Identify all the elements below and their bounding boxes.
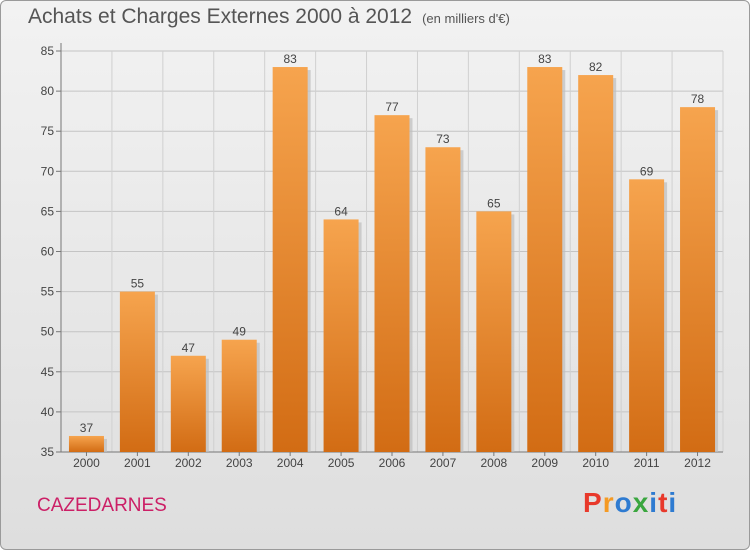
bar-value-label: 83 bbox=[283, 52, 297, 66]
bar-value-label: 65 bbox=[487, 196, 501, 210]
x-tick-label: 2009 bbox=[531, 456, 558, 470]
bar-value-label: 47 bbox=[182, 341, 196, 355]
y-tick-label: 55 bbox=[41, 285, 55, 299]
x-tick-label: 2012 bbox=[684, 456, 711, 470]
y-tick-label: 75 bbox=[41, 124, 55, 138]
y-tick-label: 85 bbox=[41, 44, 55, 58]
x-tick-label: 2002 bbox=[175, 456, 202, 470]
x-tick-label: 2011 bbox=[634, 456, 660, 470]
bar-value-label: 37 bbox=[80, 421, 94, 435]
chart-subtitle: (en milliers d'€) bbox=[422, 11, 510, 26]
x-tick-label: 2007 bbox=[430, 456, 457, 470]
x-tick-label: 2005 bbox=[328, 456, 355, 470]
bar bbox=[374, 115, 410, 452]
bar-value-label: 73 bbox=[436, 132, 450, 146]
y-tick-label: 70 bbox=[41, 164, 55, 178]
bars bbox=[68, 67, 719, 453]
x-tick-label: 2008 bbox=[480, 456, 507, 470]
bar-value-label: 77 bbox=[385, 100, 399, 114]
bar bbox=[221, 339, 257, 452]
bar-value-label: 83 bbox=[538, 52, 552, 66]
bar bbox=[323, 219, 359, 452]
x-tick-label: 2000 bbox=[73, 456, 100, 470]
y-tick-label: 80 bbox=[41, 84, 55, 98]
x-tick-label: 2006 bbox=[379, 456, 406, 470]
bar-value-label: 78 bbox=[691, 92, 705, 106]
bar-value-label: 64 bbox=[334, 204, 348, 218]
chart-title-text: Achats et Charges Externes 2000 à 2012 bbox=[28, 5, 413, 28]
bar bbox=[527, 67, 563, 452]
y-tick-label: 60 bbox=[41, 245, 55, 259]
bar-value-label: 55 bbox=[131, 277, 145, 291]
bar bbox=[119, 291, 155, 452]
labels: 35 40 45 50 55 60 65 70 75 80 85 37 2000 55 2001 47 2002… bbox=[41, 44, 712, 470]
y-tick-label: 40 bbox=[41, 405, 55, 419]
chart-title: Achats et Charges Externes 2000 à 2012 (e… bbox=[28, 5, 510, 29]
bar bbox=[272, 67, 308, 452]
x-tick-label: 2003 bbox=[226, 456, 253, 470]
y-tick-label: 65 bbox=[41, 204, 55, 218]
y-tick-label: 45 bbox=[41, 365, 55, 379]
commune-name: CAZEDARNES bbox=[37, 495, 167, 516]
y-tick-label: 35 bbox=[41, 445, 55, 459]
bar bbox=[170, 355, 206, 452]
bar bbox=[680, 107, 716, 452]
y-tick-label: 50 bbox=[41, 325, 55, 339]
bar bbox=[629, 179, 665, 452]
bar-value-label: 49 bbox=[233, 325, 247, 339]
bar bbox=[425, 147, 461, 453]
bar bbox=[578, 75, 614, 452]
bar-value-label: 82 bbox=[589, 60, 603, 74]
bar-value-label: 69 bbox=[640, 164, 654, 178]
x-tick-label: 2010 bbox=[582, 456, 609, 470]
bar bbox=[68, 435, 104, 452]
bar bbox=[476, 211, 512, 452]
x-tick-label: 2004 bbox=[277, 456, 304, 470]
proxiti-logo: Proxiti bbox=[583, 487, 678, 518]
x-tick-label: 2001 bbox=[124, 456, 151, 470]
